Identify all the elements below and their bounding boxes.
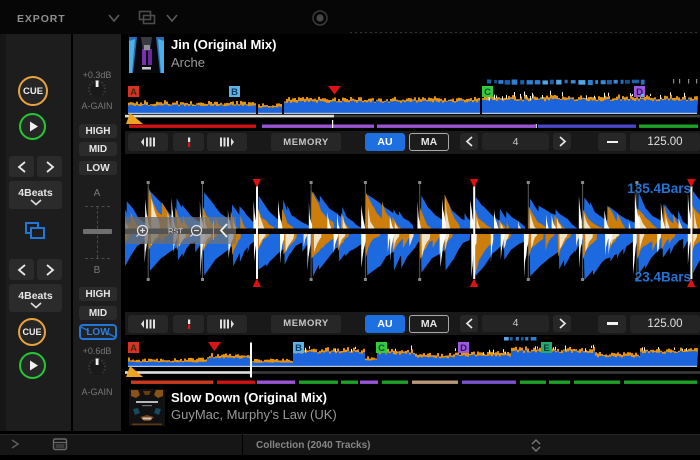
svg-text:B: B xyxy=(295,343,302,354)
svg-text:A: A xyxy=(130,343,137,354)
svg-text:C: C xyxy=(378,343,385,354)
svg-text:D: D xyxy=(460,343,467,354)
svg-text:D: D xyxy=(636,87,643,98)
svg-text:RST: RST xyxy=(168,227,183,236)
svg-text:E: E xyxy=(543,343,549,354)
svg-text:C: C xyxy=(484,87,491,98)
svg-text:23.4Bars: 23.4Bars xyxy=(635,270,691,285)
svg-text:B: B xyxy=(231,87,238,98)
svg-text:A: A xyxy=(130,87,137,98)
svg-text:135.4Bars: 135.4Bars xyxy=(627,181,691,196)
